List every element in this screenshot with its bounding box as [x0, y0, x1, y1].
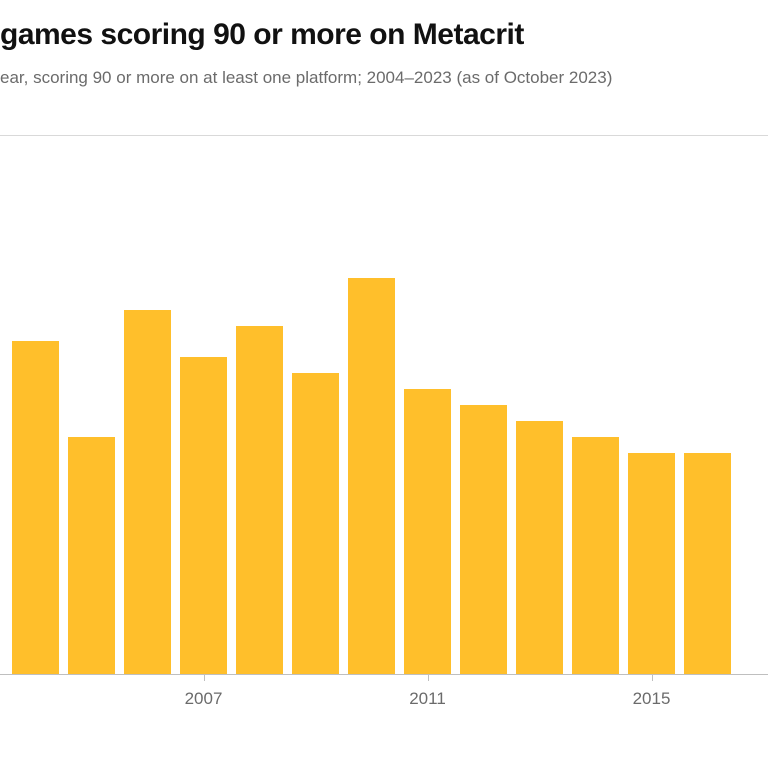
x-tick: [652, 675, 653, 681]
bar: [68, 437, 115, 675]
x-tick-label: 2011: [409, 689, 446, 709]
bar: [684, 453, 731, 675]
bar: [348, 278, 395, 675]
chart-region: 2007 2011 2015: [0, 135, 768, 768]
bar: [236, 326, 283, 675]
chart-container: games scoring 90 or more on Metacrit ear…: [0, 0, 768, 768]
chart-title: games scoring 90 or more on Metacrit: [0, 18, 768, 52]
x-tick: [428, 675, 429, 681]
chart-subtitle: ear, scoring 90 or more on at least one …: [0, 68, 768, 88]
bar: [12, 341, 59, 675]
x-axis: 2007 2011 2015: [0, 675, 768, 715]
x-tick-label: 2007: [185, 689, 223, 709]
bar: [180, 357, 227, 675]
bars-group: [12, 136, 768, 675]
bar: [404, 389, 451, 675]
bar: [460, 405, 507, 675]
bar: [292, 373, 339, 675]
plot-area: [0, 135, 768, 675]
bar: [572, 437, 619, 675]
x-tick-label: 2015: [633, 689, 671, 709]
bar: [124, 310, 171, 675]
x-tick: [204, 675, 205, 681]
bar: [516, 421, 563, 675]
bar: [628, 453, 675, 675]
